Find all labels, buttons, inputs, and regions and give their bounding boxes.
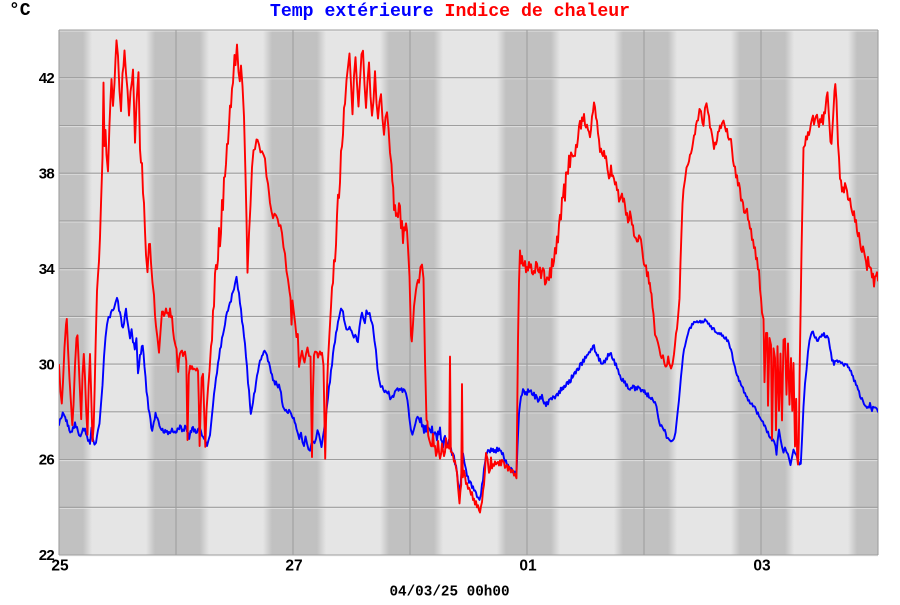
svg-text:42: 42 [39, 70, 55, 87]
svg-text:Temp extérieure Indice de chal: Temp extérieure Indice de chaleur [270, 2, 630, 22]
svg-text:°C: °C [9, 1, 31, 21]
svg-text:01: 01 [519, 558, 537, 575]
svg-text:27: 27 [285, 558, 302, 575]
svg-text:25: 25 [51, 558, 69, 575]
svg-text:04/03/25 00h00: 04/03/25 00h00 [389, 585, 509, 601]
svg-text:38: 38 [39, 165, 55, 182]
svg-text:03: 03 [753, 558, 771, 575]
svg-text:22: 22 [39, 547, 55, 564]
svg-text:26: 26 [39, 452, 55, 469]
svg-text:34: 34 [39, 261, 56, 278]
svg-text:30: 30 [39, 356, 55, 373]
